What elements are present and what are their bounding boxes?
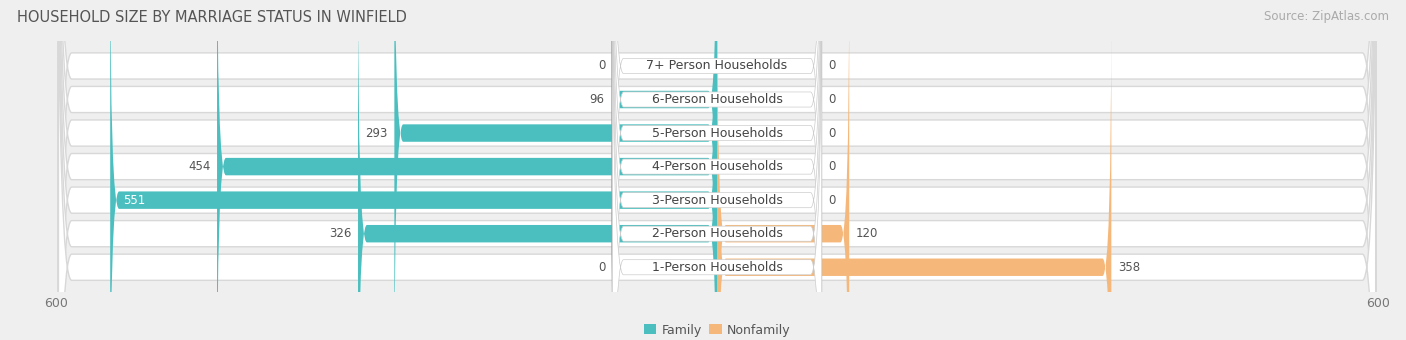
Text: 6-Person Households: 6-Person Households [651, 93, 783, 106]
FancyBboxPatch shape [613, 0, 821, 340]
FancyBboxPatch shape [613, 0, 821, 340]
FancyBboxPatch shape [613, 0, 821, 340]
FancyBboxPatch shape [613, 0, 821, 340]
FancyBboxPatch shape [59, 0, 1375, 340]
FancyBboxPatch shape [612, 0, 717, 340]
Text: 0: 0 [599, 59, 606, 72]
Text: 551: 551 [124, 194, 146, 207]
Text: 358: 358 [1118, 261, 1140, 274]
Text: 3-Person Households: 3-Person Households [651, 194, 783, 207]
Text: 293: 293 [366, 126, 388, 139]
Text: 0: 0 [828, 93, 835, 106]
Text: 0: 0 [599, 261, 606, 274]
Text: HOUSEHOLD SIZE BY MARRIAGE STATUS IN WINFIELD: HOUSEHOLD SIZE BY MARRIAGE STATUS IN WIN… [17, 10, 406, 25]
Text: 0: 0 [828, 160, 835, 173]
Text: 1-Person Households: 1-Person Households [651, 261, 783, 274]
Text: Source: ZipAtlas.com: Source: ZipAtlas.com [1264, 10, 1389, 23]
FancyBboxPatch shape [613, 0, 821, 340]
Text: 0: 0 [828, 59, 835, 72]
FancyBboxPatch shape [717, 0, 849, 340]
Text: 96: 96 [589, 93, 605, 106]
Text: 5-Person Households: 5-Person Households [651, 126, 783, 139]
FancyBboxPatch shape [110, 0, 717, 340]
FancyBboxPatch shape [59, 0, 1375, 340]
FancyBboxPatch shape [59, 0, 1375, 340]
Text: 0: 0 [828, 126, 835, 139]
Text: 326: 326 [329, 227, 352, 240]
Text: 4-Person Households: 4-Person Households [651, 160, 783, 173]
Text: 7+ Person Households: 7+ Person Households [647, 59, 787, 72]
FancyBboxPatch shape [613, 0, 821, 340]
Text: 2-Person Households: 2-Person Households [651, 227, 783, 240]
FancyBboxPatch shape [59, 0, 1375, 340]
Text: 0: 0 [828, 194, 835, 207]
FancyBboxPatch shape [717, 7, 1111, 340]
FancyBboxPatch shape [59, 0, 1375, 340]
Text: 120: 120 [856, 227, 879, 240]
FancyBboxPatch shape [359, 0, 717, 340]
Legend: Family, Nonfamily: Family, Nonfamily [638, 319, 796, 340]
FancyBboxPatch shape [613, 0, 821, 340]
Text: 454: 454 [188, 160, 211, 173]
FancyBboxPatch shape [217, 0, 717, 340]
FancyBboxPatch shape [394, 0, 717, 340]
FancyBboxPatch shape [59, 0, 1375, 340]
FancyBboxPatch shape [59, 0, 1375, 340]
